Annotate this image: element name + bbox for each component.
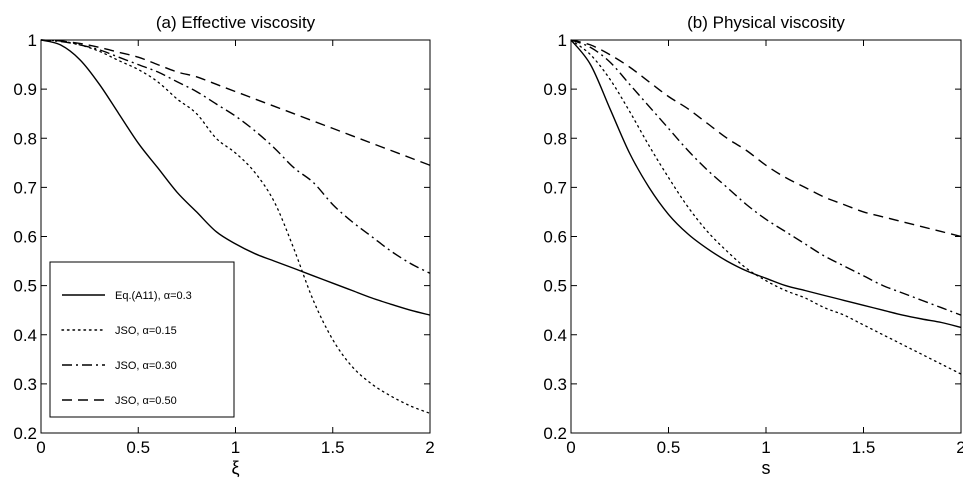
series-line-dashdot — [40, 39, 431, 274]
x-tick-label: 0 — [566, 438, 575, 457]
y-tick-label: 0.7 — [543, 178, 567, 197]
x-tick-label: 0.5 — [657, 438, 681, 457]
series-line-dashed — [40, 39, 431, 166]
y-tick-label: 0.9 — [543, 80, 567, 99]
x-tick-label: 0.5 — [126, 438, 150, 457]
series-line-solid — [570, 39, 962, 329]
series-line-solid — [40, 39, 431, 316]
legend-entry-label: JSO, α=0.30 — [115, 360, 177, 372]
legend — [49, 261, 235, 418]
y-tick-label: 0.6 — [543, 228, 567, 247]
x-tick-label: 1.5 — [321, 438, 345, 457]
y-tick-label: 1 — [28, 31, 37, 50]
y-tick-label: 0.2 — [543, 424, 567, 443]
panel-effective-viscosity: (a) Effective viscosity 0 0.5 1 1.5 2 0.2 0.3 0.… — [13, 13, 434, 478]
y-tick-label: 0.2 — [13, 424, 37, 443]
panel-physical-viscosity: (b) Physical viscosity 0 0.5 1 1.5 2 0.2 0.3 0.4… — [543, 13, 963, 478]
x-tick-label: 2 — [425, 438, 434, 457]
y-tick-label: 0.3 — [13, 375, 37, 394]
plot-area — [570, 39, 962, 434]
series-line-dashdot — [570, 39, 962, 316]
series-line-dotted — [40, 39, 431, 415]
y-tick-label: 0.8 — [13, 129, 37, 148]
y-tick-label: 0.6 — [13, 228, 37, 247]
chart-title: (a) Effective viscosity — [156, 13, 316, 32]
legend-entry-label: Eq.(A11), α=0.3 — [115, 290, 192, 302]
x-axis-label: s — [762, 458, 771, 478]
chart-title: (b) Physical viscosity — [687, 13, 845, 32]
y-tick-label: 0.5 — [543, 277, 567, 296]
y-tick-label: 0.7 — [13, 178, 37, 197]
x-tick-label: 1 — [761, 438, 770, 457]
legend-entry-label: JSO, α=0.15 — [115, 325, 177, 337]
x-tick-label: 0 — [36, 438, 45, 457]
y-tick-label: 0.3 — [543, 375, 567, 394]
y-tick-label: 0.8 — [543, 129, 567, 148]
x-tick-label: 1.5 — [852, 438, 876, 457]
x-tick-label: 1 — [231, 438, 240, 457]
legend-entry-label: JSO, α=0.50 — [115, 395, 177, 407]
x-axis-label: ξ — [231, 458, 239, 478]
y-tick-label: 0.5 — [13, 277, 37, 296]
x-tick-label: 2 — [956, 438, 963, 457]
y-tick-label: 1 — [558, 31, 567, 50]
series-line-dashed — [570, 39, 962, 238]
y-tick-label: 0.9 — [13, 80, 37, 99]
y-tick-label: 0.4 — [543, 326, 567, 345]
series-line-dotted — [570, 39, 962, 375]
y-tick-label: 0.4 — [13, 326, 37, 345]
